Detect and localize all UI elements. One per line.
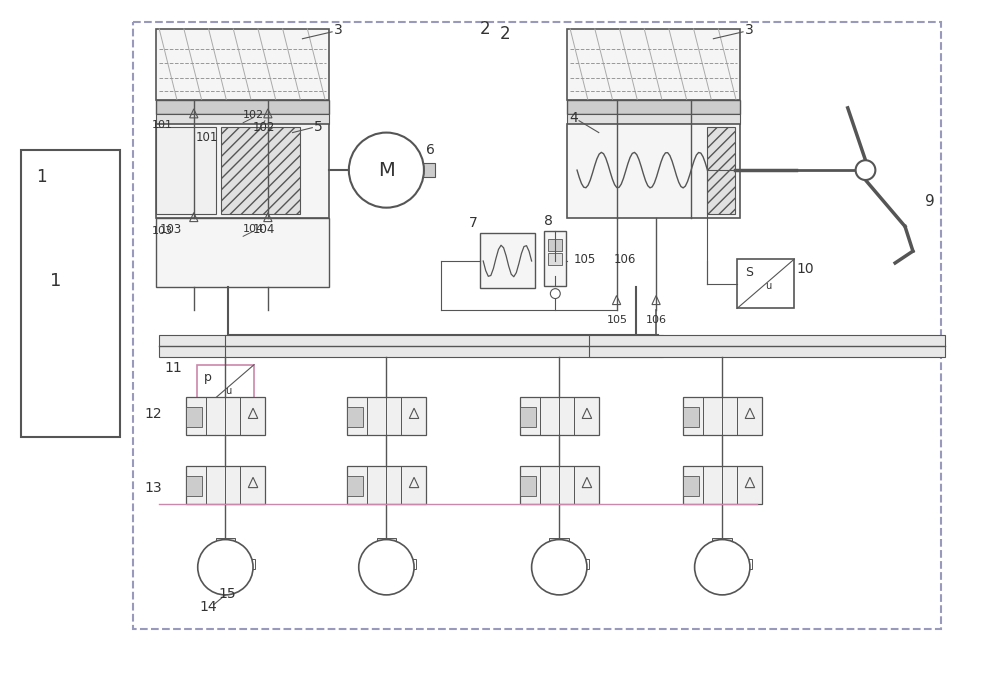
Text: 3: 3 (745, 23, 754, 37)
Text: 106: 106 (614, 253, 636, 266)
Text: 103: 103 (159, 223, 181, 236)
Bar (520, 407, 536, 427)
Bar (156, 127, 216, 214)
Bar (567, 124, 740, 218)
Bar (186, 407, 202, 427)
Text: p: p (204, 371, 212, 384)
Text: 5: 5 (314, 120, 323, 134)
Bar (186, 397, 265, 435)
Bar (740, 560, 752, 569)
Text: 101: 101 (152, 120, 173, 129)
Text: 3: 3 (334, 23, 343, 37)
Bar (589, 335, 945, 357)
Text: 2: 2 (500, 25, 510, 42)
Text: 4: 4 (569, 111, 578, 125)
Circle shape (695, 540, 750, 595)
Bar (520, 466, 599, 504)
Text: S: S (745, 266, 753, 279)
Bar (548, 253, 562, 265)
Bar (216, 538, 235, 547)
Text: 6: 6 (426, 143, 435, 158)
Text: 102: 102 (243, 110, 264, 120)
Bar (186, 476, 202, 496)
Circle shape (349, 133, 424, 208)
Bar (186, 466, 265, 504)
Bar (347, 466, 426, 504)
Bar (377, 538, 396, 547)
Bar (156, 114, 329, 124)
Bar (347, 476, 363, 496)
Bar (156, 218, 329, 287)
Circle shape (198, 540, 253, 595)
Text: 101: 101 (196, 131, 218, 144)
Bar (480, 234, 535, 288)
Bar (567, 114, 740, 124)
Bar (712, 538, 732, 547)
Text: 10: 10 (796, 262, 814, 276)
Bar (347, 397, 426, 435)
Bar (133, 22, 941, 630)
Text: 13: 13 (144, 481, 162, 495)
Bar (520, 397, 599, 435)
Circle shape (550, 288, 560, 299)
Text: 1: 1 (50, 272, 61, 290)
Text: 2: 2 (480, 20, 490, 38)
Circle shape (856, 160, 875, 180)
Text: 14: 14 (200, 600, 217, 614)
Bar (683, 407, 699, 427)
Text: 7: 7 (468, 216, 477, 230)
Text: u: u (765, 281, 771, 290)
Bar (197, 364, 254, 414)
Text: 9: 9 (925, 195, 935, 209)
Bar (156, 29, 329, 100)
Bar (21, 151, 120, 437)
Text: 106: 106 (646, 315, 667, 325)
Text: 105: 105 (574, 253, 596, 266)
Bar (737, 259, 794, 308)
Text: 15: 15 (218, 587, 236, 601)
Text: 1: 1 (36, 168, 46, 186)
Text: M: M (378, 160, 395, 179)
Text: 102: 102 (253, 121, 275, 134)
Text: u: u (225, 386, 232, 397)
Text: 103: 103 (152, 226, 173, 236)
Bar (683, 466, 762, 504)
Bar (347, 407, 363, 427)
Text: 104: 104 (243, 225, 264, 234)
Circle shape (532, 540, 587, 595)
Bar (221, 127, 300, 214)
Bar (159, 335, 663, 357)
Bar (683, 476, 699, 496)
Bar (567, 100, 740, 114)
Text: 12: 12 (144, 407, 162, 421)
Bar (404, 560, 416, 569)
Bar (544, 232, 566, 286)
Bar (567, 29, 740, 100)
Bar (520, 476, 536, 496)
Text: 11: 11 (164, 361, 182, 375)
Bar (683, 397, 762, 435)
Circle shape (359, 540, 414, 595)
Text: 105: 105 (607, 315, 628, 325)
Bar (421, 163, 435, 177)
Bar (548, 239, 562, 251)
Bar (243, 560, 255, 569)
Text: 8: 8 (544, 214, 553, 229)
Bar (577, 560, 589, 569)
Bar (156, 100, 329, 114)
Bar (549, 538, 569, 547)
Text: 104: 104 (253, 223, 275, 236)
Bar (156, 124, 329, 218)
Bar (707, 127, 735, 214)
